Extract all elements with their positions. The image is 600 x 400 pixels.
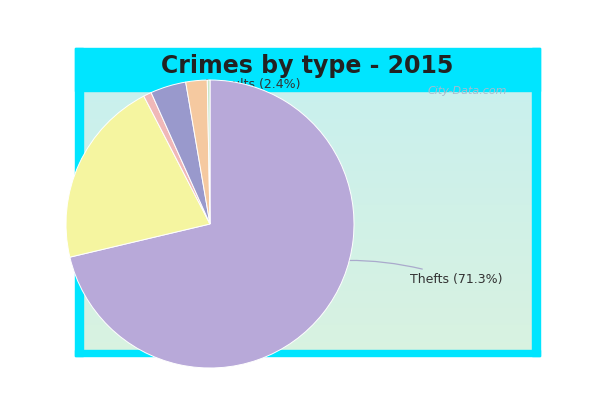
Wedge shape [144, 92, 210, 224]
Text: City-Data.com: City-Data.com [428, 86, 508, 96]
Text: Rapes (0.9%): Rapes (0.9%) [121, 134, 205, 155]
Wedge shape [207, 80, 210, 224]
Text: Auto thefts (4.0%): Auto thefts (4.0%) [121, 112, 236, 150]
Text: Burglaries (21.1%): Burglaries (21.1%) [121, 180, 238, 193]
Wedge shape [70, 80, 354, 368]
Text: Crimes by type - 2015: Crimes by type - 2015 [161, 54, 454, 78]
Bar [75, 48, 540, 91]
Wedge shape [185, 80, 210, 224]
Wedge shape [66, 96, 210, 257]
Text: Assaults (2.4%): Assaults (2.4%) [203, 78, 301, 147]
Text: Thefts (71.3%): Thefts (71.3%) [271, 260, 502, 286]
Bar [532, 48, 540, 356]
Wedge shape [151, 82, 210, 224]
Bar [75, 48, 83, 356]
Text: Robberies (0.3%): Robberies (0.3%) [121, 152, 229, 255]
Bar [75, 350, 540, 356]
